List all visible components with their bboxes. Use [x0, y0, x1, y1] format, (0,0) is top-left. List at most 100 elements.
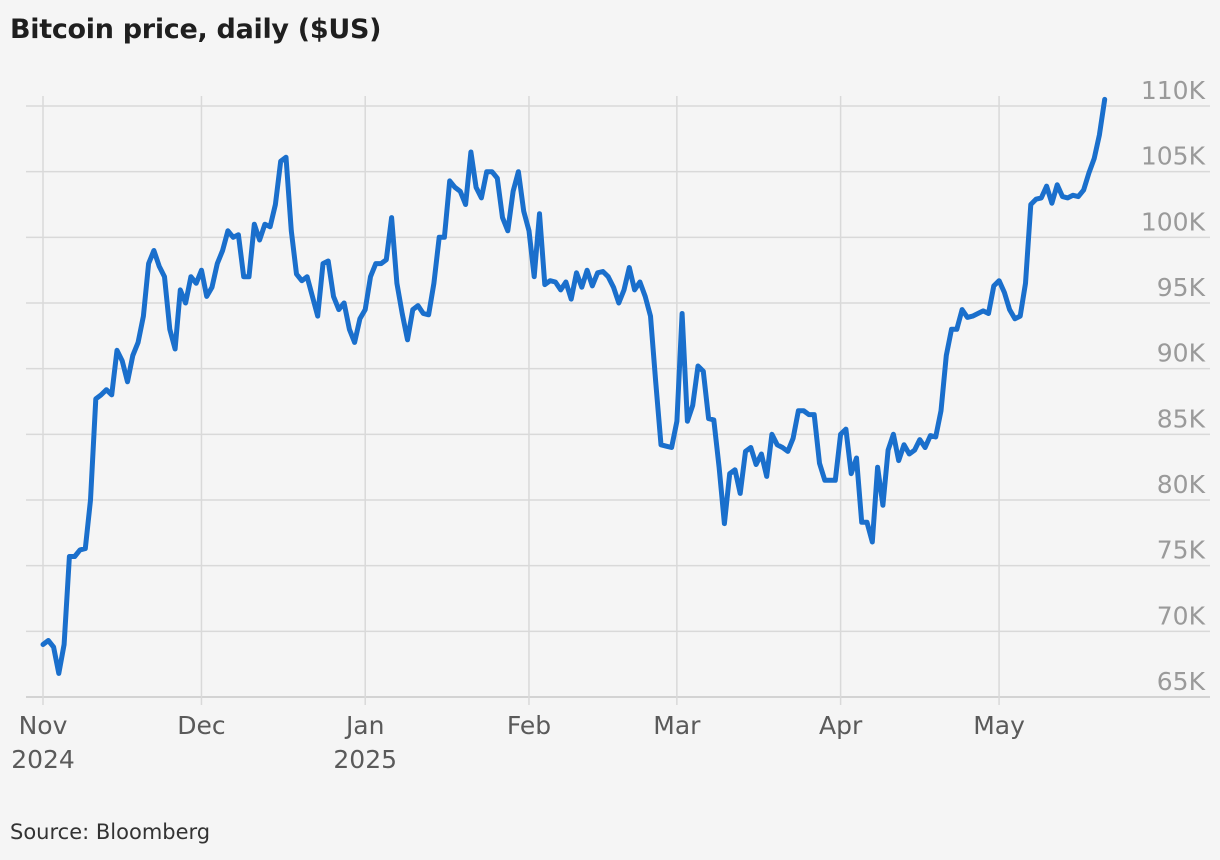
data-point: [744, 449, 748, 453]
data-point: [617, 301, 621, 305]
data-point: [337, 308, 341, 312]
data-point: [300, 279, 304, 283]
data-point: [247, 275, 251, 279]
data-point: [490, 170, 494, 174]
data-point: [284, 155, 288, 159]
data-point: [659, 443, 663, 447]
y-tick-label: 85K: [1157, 404, 1206, 433]
data-point: [934, 435, 938, 439]
data-point: [1029, 203, 1033, 207]
data-point: [701, 369, 705, 373]
data-point: [110, 393, 114, 397]
horizontal-gridlines: [26, 105, 1210, 698]
data-point: [395, 281, 399, 285]
data-point: [474, 185, 478, 189]
y-tick-label: 65K: [1157, 667, 1206, 696]
data-point: [923, 446, 927, 450]
data-point: [939, 409, 943, 413]
y-tick-label: 95K: [1157, 273, 1206, 302]
data-point: [696, 364, 700, 368]
data-point: [411, 308, 415, 312]
data-point: [163, 275, 167, 279]
data-point: [633, 288, 637, 292]
data-point: [321, 262, 325, 266]
data-point: [448, 179, 452, 183]
data-point: [310, 294, 314, 298]
data-point: [210, 285, 214, 289]
data-point: [944, 354, 948, 358]
data-point: [886, 448, 890, 452]
data-point: [295, 272, 299, 276]
data-point: [516, 170, 520, 174]
data-point: [606, 275, 610, 279]
data-point: [664, 444, 668, 448]
data-point: [479, 196, 483, 200]
data-point: [384, 258, 388, 262]
data-point: [221, 249, 225, 253]
data-point: [575, 271, 579, 275]
data-point: [971, 314, 975, 318]
data-point: [1087, 171, 1091, 175]
data-point: [538, 212, 542, 216]
data-point: [712, 418, 716, 422]
data-point: [390, 216, 394, 220]
data-point: [236, 233, 240, 237]
data-point: [907, 452, 911, 456]
data-point: [1076, 195, 1080, 199]
data-point: [918, 438, 922, 442]
data-point: [522, 209, 526, 213]
data-point: [94, 397, 98, 401]
data-point: [1097, 133, 1101, 137]
data-point: [675, 419, 679, 423]
data-point: [205, 294, 209, 298]
data-point: [685, 419, 689, 423]
data-point: [965, 315, 969, 319]
x-tick-label: Mar: [653, 711, 701, 740]
data-point: [532, 275, 536, 279]
data-point: [707, 417, 711, 421]
data-point: [369, 275, 373, 279]
data-point: [1092, 157, 1096, 161]
data-point: [828, 478, 832, 482]
x-tick-label: Nov: [19, 711, 68, 740]
data-point: [855, 456, 859, 460]
data-point: [41, 643, 45, 647]
y-tick-label: 70K: [1157, 601, 1206, 630]
data-point: [1045, 184, 1049, 188]
data-point: [976, 312, 980, 316]
data-point: [437, 235, 441, 239]
data-point: [812, 413, 816, 417]
chart-title: Bitcoin price, daily ($US): [10, 14, 382, 45]
data-point: [649, 314, 653, 318]
data-point: [553, 280, 557, 284]
data-point: [913, 448, 917, 452]
data-point: [200, 268, 204, 272]
data-point: [580, 285, 584, 289]
data-point: [781, 446, 785, 450]
data-point: [876, 465, 880, 469]
data-point: [754, 463, 758, 467]
data-point: [141, 314, 145, 318]
x-tick-label: May: [973, 711, 1025, 740]
data-point: [347, 327, 351, 331]
data-point: [78, 548, 82, 552]
data-point: [722, 522, 726, 526]
data-point: [849, 472, 853, 476]
data-point: [765, 474, 769, 478]
data-point: [1103, 97, 1107, 101]
data-point: [1055, 183, 1059, 187]
data-point: [997, 279, 1001, 283]
data-point: [453, 185, 457, 189]
data-point: [353, 340, 357, 344]
data-point: [99, 393, 103, 397]
data-point: [1039, 196, 1043, 200]
data-point: [263, 222, 267, 226]
data-point: [775, 443, 779, 447]
data-point: [833, 478, 837, 482]
data-point: [316, 314, 320, 318]
line-chart: 65K 70K 75K 80K 85K 90K 95K 100K 105K 110K Nov 202…: [11, 76, 1210, 774]
data-point: [83, 547, 87, 551]
data-point: [432, 281, 436, 285]
data-point: [796, 409, 800, 413]
data-point: [104, 388, 108, 392]
